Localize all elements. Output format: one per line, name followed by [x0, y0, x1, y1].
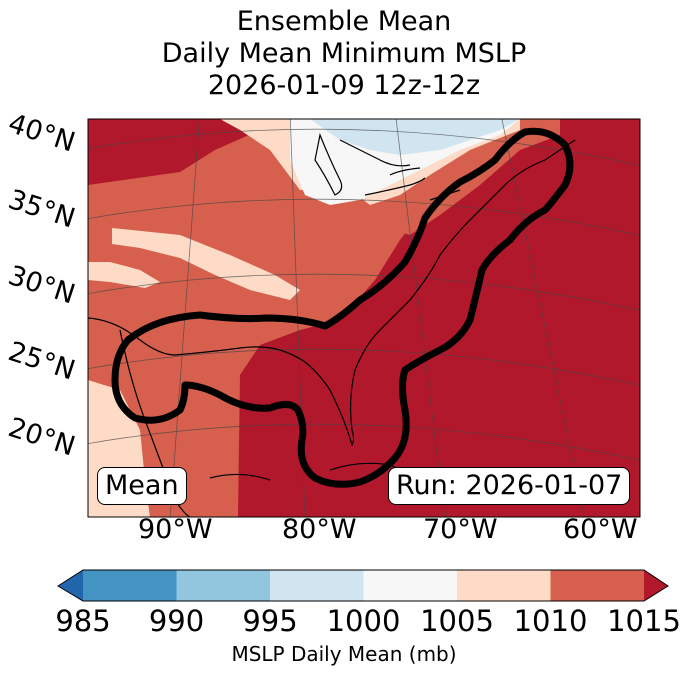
run-date-box: Run: 2026-01-07 [388, 467, 631, 505]
colorbar-label: MSLP Daily Mean (mb) [231, 642, 457, 666]
colorbar-tick-990: 990 [148, 604, 205, 638]
colorbar-tick-985: 985 [55, 604, 111, 638]
colorbar-tick-1000: 1000 [326, 604, 401, 638]
lon-label-80w: 80°W [282, 514, 357, 545]
colorbar-tick-1010: 1010 [513, 604, 588, 638]
field-1005-1010-band2 [88, 262, 160, 288]
field-995-1000 [310, 119, 520, 155]
minimum-pressure-contour [111, 127, 574, 488]
colorbar-bin-985-990 [83, 570, 177, 601]
lon-label-90w: 90°W [138, 514, 213, 545]
field-1005-1010-band [112, 228, 300, 300]
colorbar-extend-high [644, 570, 668, 601]
lon-label-60w: 60°W [563, 514, 638, 545]
mean-label-box: Mean [97, 467, 187, 505]
colorbar-tick-1015: 1015 [607, 604, 681, 638]
colorbar-bin-1000-1005 [363, 570, 457, 601]
colorbar-bin-1005-1010 [457, 570, 551, 601]
map-area [88, 119, 640, 517]
title-line-1: Ensemble Mean [236, 6, 452, 37]
colorbar-bin-995-1000 [270, 570, 364, 601]
lon-label-70w: 70°W [423, 514, 498, 545]
map-frame [87, 118, 641, 518]
colorbar-bin-1010-1015 [550, 570, 644, 601]
colorbar-tick-1005: 1005 [420, 604, 494, 638]
colorbar-bin-990-995 [176, 570, 270, 601]
colorbar-tick-995: 995 [242, 604, 298, 638]
colorbar-extend-low [58, 570, 83, 601]
title-line-2: Daily Mean Minimum MSLP [161, 38, 527, 69]
title-line-3: 2026-01-09 12z-12z [207, 70, 481, 101]
colorbar [57, 569, 669, 602]
